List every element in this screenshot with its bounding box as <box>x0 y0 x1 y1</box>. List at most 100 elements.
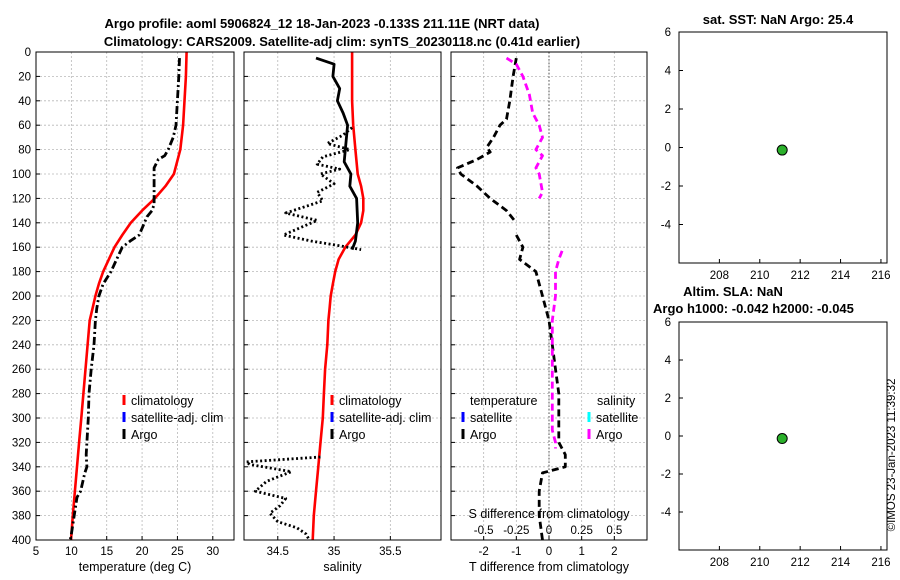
temperature-ytick-label: 240 <box>12 340 31 352</box>
difference-legend-t-argo-label: Argo <box>470 428 496 442</box>
temperature-ytick-label: 380 <box>12 511 31 523</box>
salinity-series-argo-2 <box>281 126 362 251</box>
difference-top-axis-label: S difference from climatology <box>469 507 631 521</box>
temperature-ytick-label: 0 <box>25 47 31 59</box>
salinity-xlabel: salinity <box>323 560 362 574</box>
difference-xlabel: T difference from climatology <box>469 560 630 574</box>
temperature-xtick-label: 20 <box>136 546 149 558</box>
sst-ytick-label: 4 <box>665 66 672 78</box>
sst-title: sat. SST: NaN Argo: 25.4 <box>703 12 854 27</box>
temperature-legend-argo-label: Argo <box>131 428 157 442</box>
difference-xtick-label: 1 <box>578 546 584 558</box>
sla-xtick-label: 210 <box>750 557 769 569</box>
salinity-legend-climatology-label: climatology <box>339 394 402 408</box>
salinity-xtick-label: 35 <box>328 546 341 558</box>
difference-series-argo-s-diff-3 <box>550 250 564 449</box>
sla-xtick-label: 214 <box>831 557 851 569</box>
temperature-xtick-label: 15 <box>100 546 113 558</box>
temperature-ytick-label: 40 <box>18 96 31 108</box>
temperature-ytick-label: 100 <box>12 169 31 181</box>
sla-ytick-label: 2 <box>665 393 671 405</box>
sst-xtick-label: 216 <box>871 270 890 282</box>
difference-xtick-label: -2 <box>479 546 489 558</box>
sst-xtick-label: 212 <box>791 270 810 282</box>
temperature-ytick-label: 220 <box>12 315 31 327</box>
difference-xtick-label: 2 <box>611 546 617 558</box>
difference-legend-salinity-title: salinity <box>597 394 636 408</box>
temperature-legend-satellite-label: satellite-adj. clim <box>131 411 223 425</box>
temperature-panel: 5 10 15 20 25 3002040608010012014016018020022… <box>12 47 235 574</box>
salinity-series-argo-1 <box>315 56 360 251</box>
sst-ytick-label: -4 <box>661 220 672 232</box>
difference-series-argo-t-diff-1 <box>515 234 567 541</box>
salinity-series-argo-3 <box>244 455 321 541</box>
sst-xtick-label: 208 <box>710 270 729 282</box>
sst-ytick-label: -2 <box>661 181 671 193</box>
difference-xtick-label: -1 <box>511 546 521 558</box>
salinity-series-climatology-0 <box>311 52 365 541</box>
temperature-ytick-label: 160 <box>12 242 31 254</box>
sst-ytick-label: 2 <box>665 104 671 116</box>
salinity-xtick-label: 34.5 <box>267 546 289 558</box>
sla-ytick-label: 4 <box>665 355 672 367</box>
imos-timestamp: ©IMOS 23-Jan-2023 11:39:32 <box>886 379 898 532</box>
difference-top-tick-label: 0.5 <box>606 525 622 537</box>
sst-argo-point <box>776 144 788 156</box>
difference-top-tick-label: -0.5 <box>474 525 494 537</box>
temperature-ytick-label: 320 <box>12 437 31 449</box>
temperature-ytick-label: 400 <box>12 535 31 547</box>
temperature-xlabel: temperature (deg C) <box>79 560 192 574</box>
temperature-ytick-label: 300 <box>12 413 31 425</box>
difference-legend-temperature-title: temperature <box>470 394 537 408</box>
temperature-ytick-label: 60 <box>18 120 31 132</box>
sla-xtick-label: 216 <box>871 557 890 569</box>
difference-panel: -2 -1 0 1 2 T difference from climatology temp… <box>450 51 648 574</box>
temperature-ytick-label: 140 <box>12 218 31 230</box>
temperature-legend-climatology-label: climatology <box>131 394 194 408</box>
difference-series-argo-t-diff-0 <box>456 57 518 224</box>
temperature-ytick-label: 80 <box>18 145 31 157</box>
temperature-series-climatology-0 <box>69 51 188 541</box>
temperature-ytick-label: 260 <box>12 364 31 376</box>
main-title-line2: Climatology: CARS2009. Satellite-adj cli… <box>104 34 580 49</box>
sla-ytick-label: 0 <box>665 431 671 443</box>
sla-argo-point <box>776 433 788 445</box>
sla-map-panel: 208 210 212 214 216 6 4 2 0 -2 -4 Altim. SLA: NaN Ar… <box>653 284 891 569</box>
difference-top-tick-label: -0.25 <box>503 525 529 537</box>
sla-ytick-label: 6 <box>665 317 671 329</box>
sla-xtick-label: 208 <box>710 557 729 569</box>
difference-top-tick-label: 0 <box>546 525 552 537</box>
temperature-xtick-label: 30 <box>206 546 219 558</box>
difference-legend-s-satellite-label: satellite <box>596 411 638 425</box>
temperature-xtick-label: 25 <box>171 546 184 558</box>
temperature-ytick-label: 180 <box>12 267 31 279</box>
temperature-ytick-label: 340 <box>12 462 31 474</box>
sla-title: Altim. SLA: NaN <box>683 284 783 299</box>
difference-series-argo-s-diff-2 <box>505 56 544 200</box>
temperature-xtick-label: 10 <box>65 546 78 558</box>
sla-ytick-label: -4 <box>661 507 672 519</box>
sst-map-panel: 208 210 212 214 216 6 4 2 0 -2 -4 sat. SST: NaN Arg… <box>661 12 891 282</box>
sst-ytick-label: 6 <box>665 27 671 39</box>
difference-legend-s-argo-label: Argo <box>596 428 622 442</box>
temperature-ytick-label: 20 <box>18 71 31 83</box>
sst-ytick-label: 0 <box>665 143 671 155</box>
sla-xtick-label: 212 <box>791 557 810 569</box>
temperature-series-argo-1 <box>68 58 181 541</box>
sst-xtick-label: 210 <box>750 270 769 282</box>
salinity-legend-argo-label: Argo <box>339 428 365 442</box>
main-title-line1: Argo profile: aoml 5906824_12 18-Jan-202… <box>105 16 540 31</box>
difference-legend-t-satellite-label: satellite <box>470 411 512 425</box>
sst-xtick-label: 214 <box>831 270 851 282</box>
temperature-ytick-label: 360 <box>12 486 31 498</box>
salinity-xtick-label: 35.5 <box>379 546 401 558</box>
sla-ytick-label: -2 <box>661 469 671 481</box>
sla-subtitle: Argo h1000: -0.042 h2000: -0.045 <box>653 301 854 316</box>
salinity-legend-satellite-label: satellite-adj. clim <box>339 411 431 425</box>
temperature-xtick-label: 5 <box>33 546 39 558</box>
temperature-ytick-label: 280 <box>12 389 31 401</box>
difference-top-tick-label: 0.25 <box>570 525 592 537</box>
temperature-ytick-label: 120 <box>12 193 31 205</box>
difference-xtick-label: 0 <box>546 546 552 558</box>
